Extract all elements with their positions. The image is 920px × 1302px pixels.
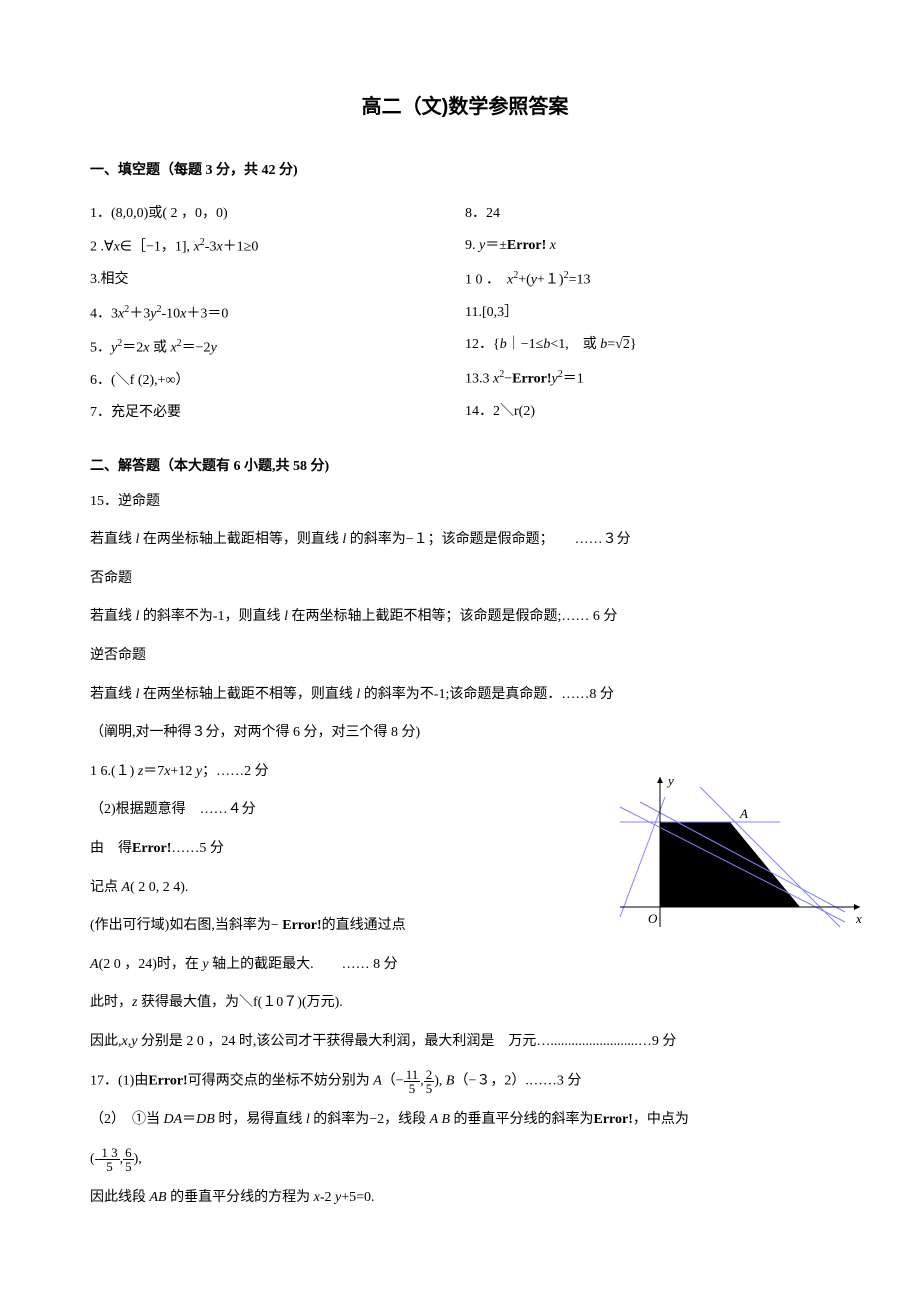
question-16: 1 6.(１) z＝7x+12 y；……2 分 （2)根据题意得 ……４分 由 … xyxy=(90,759,840,1056)
section2-header: 二、解答题（本大题有 6 小题,共 58 分) xyxy=(90,455,840,475)
q16-l6: 此时，z 获得最大值，为＼f(１0７)(万元). xyxy=(90,990,840,1017)
svg-text:x: x xyxy=(855,911,862,926)
q15-head: 15．逆命题 xyxy=(90,489,840,516)
right-column: 8．24 9. y＝±Error! x 1 0 ． x2+(y+１)2=13 1… xyxy=(465,193,840,435)
left-column: 1．(8,0,0)或( 2 ，0，0) 2 .∀x∈［−1，1], x2-3x＋… xyxy=(90,193,465,435)
frac4-den: 5 xyxy=(123,1159,134,1173)
q16-l5: A(2 0 ，24)时，在 y 轴上的截距最大. …… 8 分 xyxy=(90,952,840,979)
answer-7: 7．充足不必要 xyxy=(90,402,465,424)
answer-12: 12．{b｜−1≤b<1, 或 b=√2} xyxy=(465,334,840,356)
svg-text:O: O xyxy=(648,911,658,926)
svg-text:y: y xyxy=(666,773,674,788)
q15-l4: 逆否命题 xyxy=(90,643,840,670)
answer-4: 4．3x2＋3y2-10x＋3＝0 xyxy=(90,302,465,326)
frac3-num: 1 3 xyxy=(99,1146,119,1159)
fill-blank-answers: 1．(8,0,0)或( 2 ，0，0) 2 .∀x∈［−1，1], x2-3x＋… xyxy=(90,193,840,435)
page: 高二（文)数学参照答案 一、填空题（每题 3 分，共 42 分) 1．(8,0,… xyxy=(0,0,920,1283)
q15-l2: 否命题 xyxy=(90,566,840,593)
q15-l1: 若直线 l 在两坐标轴上截距相等，则直线 l 的斜率为−１；该命题是假命题； …… xyxy=(90,527,840,554)
answer-6: 6．(＼f (2),+∞） xyxy=(90,370,465,392)
answer-5: 5．y2＝2x 或 x2＝−2y xyxy=(90,336,465,360)
frac1-den: 5 xyxy=(404,1081,421,1095)
answer-9: 9. y＝±Error! x xyxy=(465,235,840,257)
q15-l3: 若直线 l 的斜率不为-1，则直线 l 在两坐标轴上截距不相等；该命题是假命题;… xyxy=(90,604,840,631)
q17-l3: 因此线段 AB 的垂直平分线的方程为 x-2 y+5=0. xyxy=(90,1185,840,1212)
frac4-num: 6 xyxy=(123,1146,134,1159)
question-15: 15．逆命题 若直线 l 在两坐标轴上截距相等，则直线 l 的斜率为−１；该命题… xyxy=(90,489,840,747)
q17-head: 17．(1)由Error!可得两交点的坐标不妨分别为 A（−115,25), B… xyxy=(90,1068,840,1095)
answer-10: 1 0 ． x2+(y+１)2=13 xyxy=(465,268,840,292)
answer-11: 11.[0,3］ xyxy=(465,302,840,324)
frac2-den: 5 xyxy=(424,1081,435,1095)
q15-l6: （阐明,对一种得３分，对两个得 6 分，对三个得 8 分) xyxy=(90,720,840,747)
question-17: 17．(1)由Error!可得两交点的坐标不妨分别为 A（−115,25), B… xyxy=(90,1068,840,1212)
answer-13: 13.3 x2−Error!y2＝1 xyxy=(465,367,840,391)
page-title: 高二（文)数学参照答案 xyxy=(90,90,840,119)
q17-l1: （2） ①当 DA＝DB 时，易得直线 l 的斜率为−2，线段 A B 的垂直平… xyxy=(90,1107,840,1134)
frac1-num: 11 xyxy=(404,1068,421,1081)
svg-text:A: A xyxy=(739,806,748,821)
q17-l2: (-1 35,65), xyxy=(90,1146,840,1173)
q15-l5: 若直线 l 在两坐标轴上截距不相等，则直线 l 的斜率为不-1;该命题是真命题．… xyxy=(90,682,840,709)
graph-svg: Ox y A xyxy=(600,767,870,937)
answer-1: 1．(8,0,0)或( 2 ，0，0) xyxy=(90,203,465,225)
answer-14: 14．2＼r(2) xyxy=(465,401,840,423)
answer-3: 3.相交 xyxy=(90,269,465,291)
answer-8: 8．24 xyxy=(465,203,840,225)
answer-2: 2 .∀x∈［−1，1], x2-3x＋1≥0 xyxy=(90,235,465,259)
q16-l7: 因此,x,y 分别是 2 0 ，24 时,该公司才干获得最大利润，最大利润是 万… xyxy=(90,1029,840,1056)
frac2-num: 2 xyxy=(424,1068,435,1081)
section1-header: 一、填空题（每题 3 分，共 42 分) xyxy=(90,159,840,179)
feasible-region-graph: Ox y A xyxy=(600,767,870,937)
frac3-den: 5 xyxy=(99,1159,119,1173)
